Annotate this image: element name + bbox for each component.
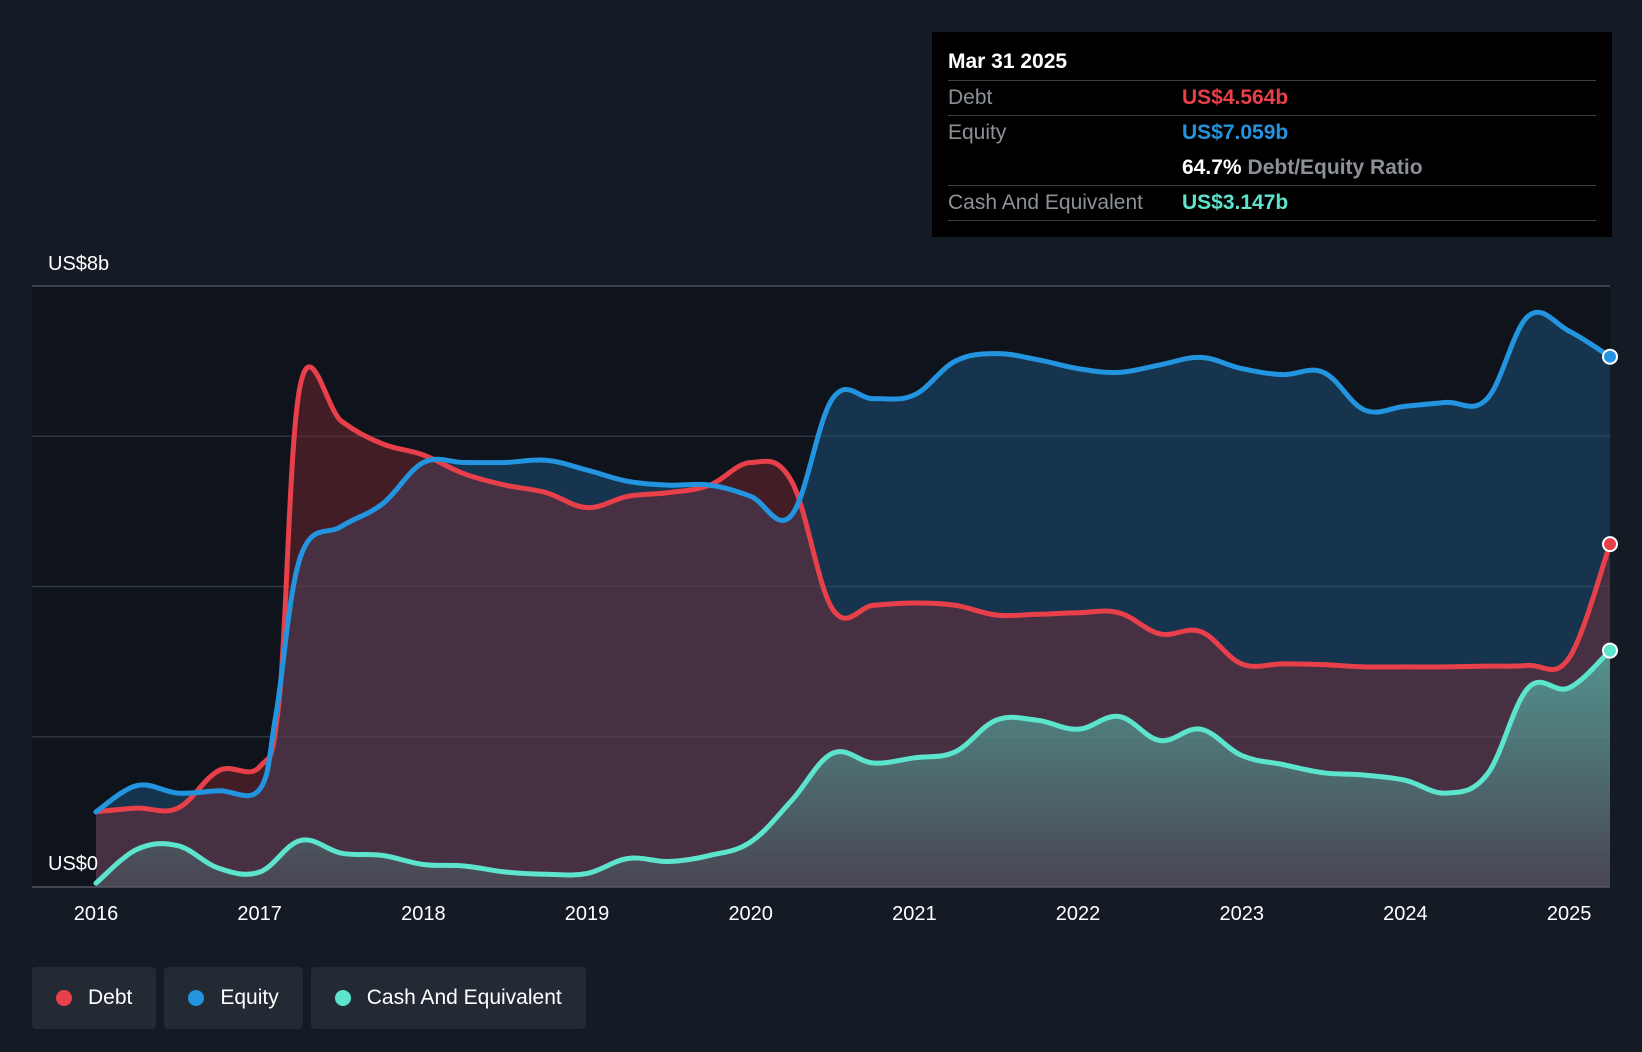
legend-dot-icon	[188, 990, 205, 1006]
y-tick-label-min: US$0	[48, 853, 98, 875]
x-tick-label: 2017	[237, 903, 282, 925]
legend-label-equity: Equity	[220, 986, 279, 1009]
tooltip-row-debt: Debt US$4.564b	[948, 80, 1596, 115]
series-areas	[96, 312, 1610, 887]
equity-area	[96, 312, 1610, 887]
tooltip-equity-value: US$7.059b	[1182, 121, 1289, 144]
tooltip-cash-value: US$3.147b	[1182, 191, 1289, 214]
x-tick-label: 2024	[1383, 903, 1428, 925]
tooltip: Mar 31 2025 Debt US$4.564b Equity US$7.0…	[932, 32, 1612, 237]
tooltip-ratio-label: Debt/Equity Ratio	[1247, 156, 1423, 179]
equity-endpoint[interactable]	[1602, 348, 1618, 365]
x-tick-label: 2019	[565, 903, 610, 925]
debt-endpoint[interactable]	[1602, 536, 1618, 553]
legend-dot-icon	[56, 990, 72, 1006]
cash-and-equivalent-line	[93, 648, 1613, 886]
tooltip-ratio-value: 64.7%	[1182, 156, 1242, 179]
equity-line	[93, 309, 1613, 815]
x-tick-label: 2023	[1219, 903, 1264, 925]
legend-item-equity[interactable]: Equity	[164, 967, 303, 1029]
series-endpoints	[1602, 348, 1618, 659]
legend-label-cash: Cash And Equivalent	[366, 986, 562, 1009]
x-axis: 2016 2017 2018 2019 2020 2021 2022 2023 2024 2025	[74, 903, 1592, 925]
y-tick-label-max: US$8b	[48, 253, 109, 275]
tooltip-row-cash: Cash And Equivalent US$3.147b	[948, 185, 1596, 221]
x-tick-label: 2022	[1056, 903, 1101, 925]
legend-item-debt[interactable]: Debt	[32, 967, 157, 1029]
tooltip-debt-value: US$4.564b	[1182, 86, 1289, 109]
x-tick-label: 2025	[1547, 903, 1592, 925]
tooltip-debt-label: Debt	[948, 86, 993, 109]
cash-and-equivalent-area	[96, 650, 1610, 887]
legend-label-debt: Debt	[88, 986, 133, 1009]
tooltip-equity-label: Equity	[948, 121, 1007, 144]
x-tick-label: 2021	[892, 903, 937, 925]
tooltip-cash-label: Cash And Equivalent	[948, 191, 1143, 214]
tooltip-row-ratio: 64.7% Debt/Equity Ratio	[948, 150, 1596, 185]
tooltip-row-equity: Equity US$7.059b	[948, 115, 1596, 150]
cash-and-equivalent-endpoint[interactable]	[1602, 642, 1618, 659]
x-tick-label: 2018	[401, 903, 446, 925]
x-tick-label: 2016	[74, 903, 119, 925]
legend-dot-icon	[334, 990, 351, 1006]
legend: Debt Equity Cash And Equivalent	[32, 967, 594, 1029]
debt-line	[93, 364, 1613, 815]
x-tick-label: 2020	[728, 903, 773, 925]
tooltip-date: Mar 31 2025	[948, 50, 1068, 73]
legend-item-cash[interactable]: Cash And Equivalent	[310, 967, 586, 1029]
series-lines	[93, 309, 1613, 886]
